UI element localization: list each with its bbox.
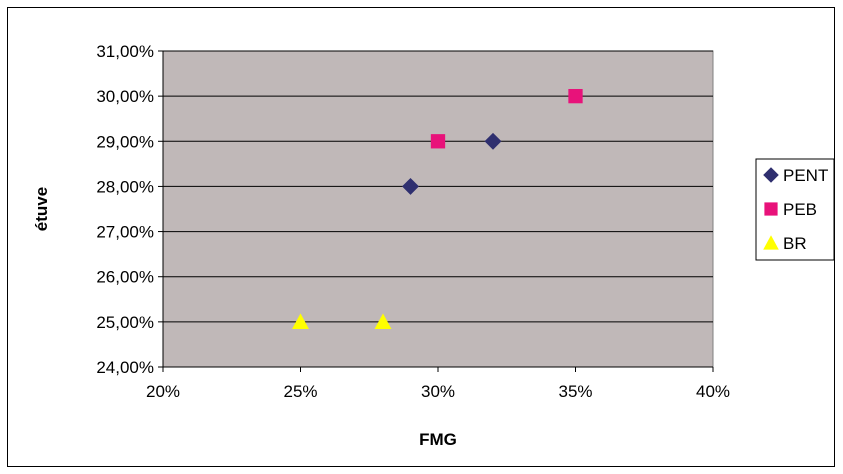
y-tick-label: 26,00% bbox=[96, 268, 154, 287]
y-axis-title: étuve bbox=[32, 187, 51, 231]
y-tick-label: 31,00% bbox=[96, 42, 154, 61]
y-tick-label: 29,00% bbox=[96, 132, 154, 151]
legend: PENT PEB BR bbox=[755, 158, 835, 261]
plot-area bbox=[162, 50, 714, 368]
x-tick-label: 40% bbox=[696, 382, 730, 401]
legend-marker-pent bbox=[763, 167, 779, 183]
x-tick-labels: 20% 25% 30% 35% 40% bbox=[146, 367, 730, 401]
x-axis-title: FMG bbox=[419, 430, 457, 449]
data-point-pent bbox=[402, 177, 419, 195]
x-tick-label: 25% bbox=[283, 382, 317, 401]
y-tick-label: 25,00% bbox=[96, 313, 154, 332]
x-tick-label: 20% bbox=[146, 382, 180, 401]
data-point-pent bbox=[484, 132, 502, 150]
legend-label-peb: PEB bbox=[783, 200, 817, 219]
legend-marker-peb bbox=[764, 202, 778, 216]
data-points bbox=[292, 88, 583, 330]
legend-label-pent: PENT bbox=[783, 166, 828, 185]
legend-marker-br bbox=[763, 235, 779, 250]
x-tick-label: 30% bbox=[421, 382, 455, 401]
y-tick-label: 24,00% bbox=[96, 358, 154, 377]
y-tick-label: 27,00% bbox=[96, 223, 154, 242]
x-tick-label: 35% bbox=[558, 382, 592, 401]
data-point-br bbox=[374, 313, 392, 330]
data-point-peb bbox=[568, 88, 583, 104]
legend-label-br: BR bbox=[783, 234, 807, 253]
y-tick-label: 30,00% bbox=[96, 87, 154, 106]
y-tick-label: 28,00% bbox=[96, 177, 154, 196]
y-tick-labels: 24,00% 25,00% 26,00% 27,00% 28,00% 29,00% 30,0… bbox=[96, 42, 154, 377]
data-point-peb bbox=[430, 134, 446, 149]
legend-items: PENT PEB BR bbox=[763, 166, 828, 253]
data-point-br bbox=[292, 313, 309, 330]
